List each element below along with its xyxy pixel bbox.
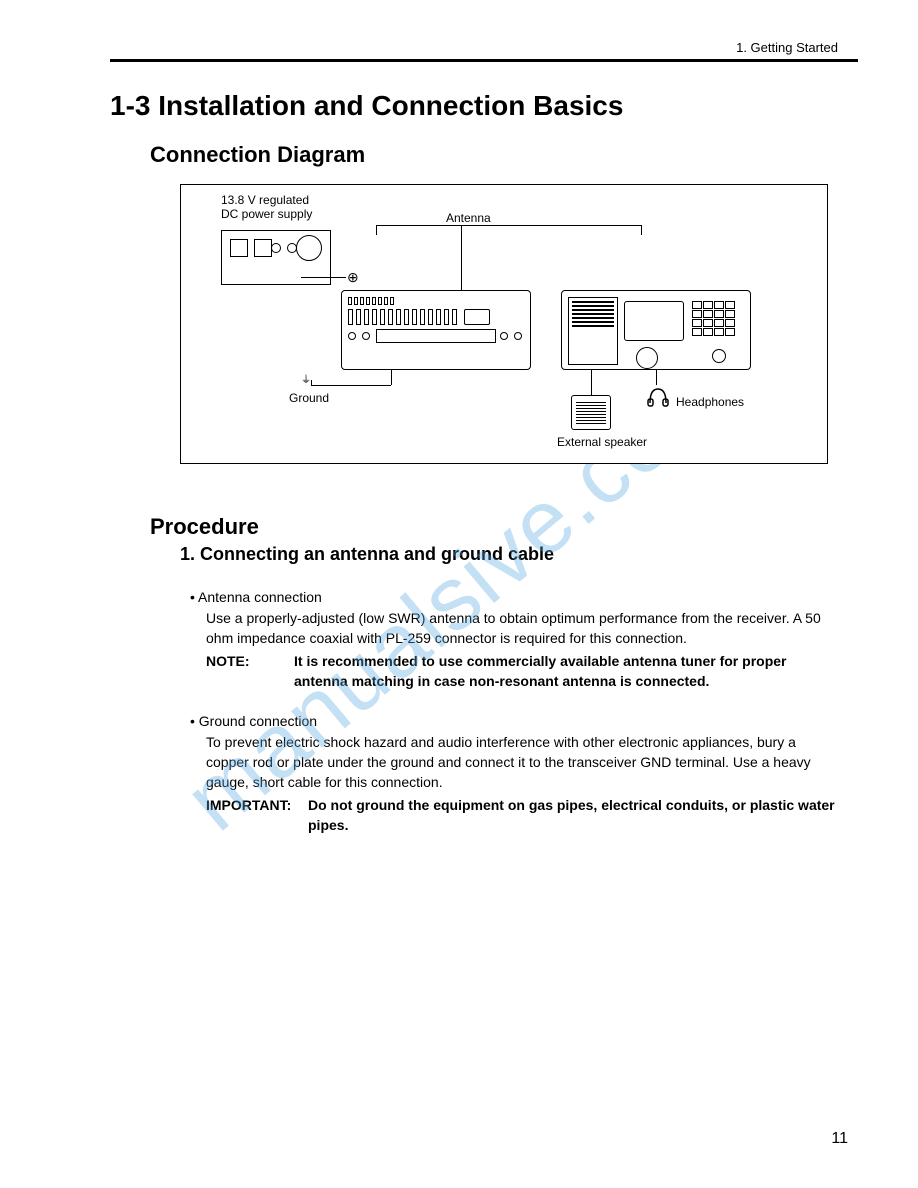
antenna-note: NOTE: It is recommended to use commercia… [206, 652, 838, 691]
headphones-icon [646, 385, 670, 412]
ground-symbol-icon: ⏚ [301, 371, 311, 386]
wire [376, 225, 641, 226]
main-heading: 1-3 Installation and Connection Basics [110, 90, 858, 122]
wire [391, 370, 392, 385]
external-speaker-icon [571, 395, 611, 430]
connection-diagram: 13.8 V regulated DC power supply Antenna… [180, 184, 828, 464]
chapter-header: 1. Getting Started [110, 40, 858, 55]
antenna-title: • Antenna connection [190, 589, 838, 605]
headphones-label: Headphones [676, 395, 744, 409]
wire [461, 225, 462, 290]
ground-label: Ground [289, 391, 329, 405]
psu-terminal-icon [287, 243, 297, 253]
ground-title: • Ground connection [190, 713, 838, 729]
wire [641, 225, 642, 235]
page-content: 1. Getting Started 1-3 Installation and … [0, 0, 918, 897]
wire [656, 370, 657, 385]
psu-terminal-icon [271, 243, 281, 253]
note-label: NOTE: [206, 652, 294, 691]
page-number: 11 [831, 1130, 848, 1148]
important-label: IMPORTANT: [206, 796, 308, 835]
transceiver-front-icon [561, 290, 751, 370]
ground-body: To prevent electric shock hazard and aud… [206, 733, 838, 792]
wire [591, 370, 592, 395]
antenna-label: Antenna [446, 211, 491, 225]
wire [376, 225, 377, 235]
ground-section: • Ground connection To prevent electric … [190, 713, 838, 835]
ground-important: IMPORTANT: Do not ground the equipment o… [206, 796, 838, 835]
transceiver-rear-icon [341, 290, 531, 370]
step1-heading: 1. Connecting an antenna and ground cabl… [180, 544, 858, 565]
ext-speaker-label: External speaker [557, 435, 647, 449]
important-text: Do not ground the equipment on gas pipes… [308, 796, 838, 835]
diagram-heading: Connection Diagram [150, 142, 858, 168]
wire [311, 385, 391, 386]
antenna-body: Use a properly-adjusted (low SWR) antenn… [206, 609, 838, 648]
psu-label: 13.8 V regulated DC power supply [221, 193, 312, 222]
plug-icon: ⊕ [347, 269, 359, 286]
wire [301, 277, 346, 278]
header-rule [110, 59, 858, 62]
note-text: It is recommended to use commercially av… [294, 652, 838, 691]
procedure-heading: Procedure [150, 514, 858, 540]
antenna-section: • Antenna connection Use a properly-adju… [190, 589, 838, 691]
wire [311, 380, 312, 385]
